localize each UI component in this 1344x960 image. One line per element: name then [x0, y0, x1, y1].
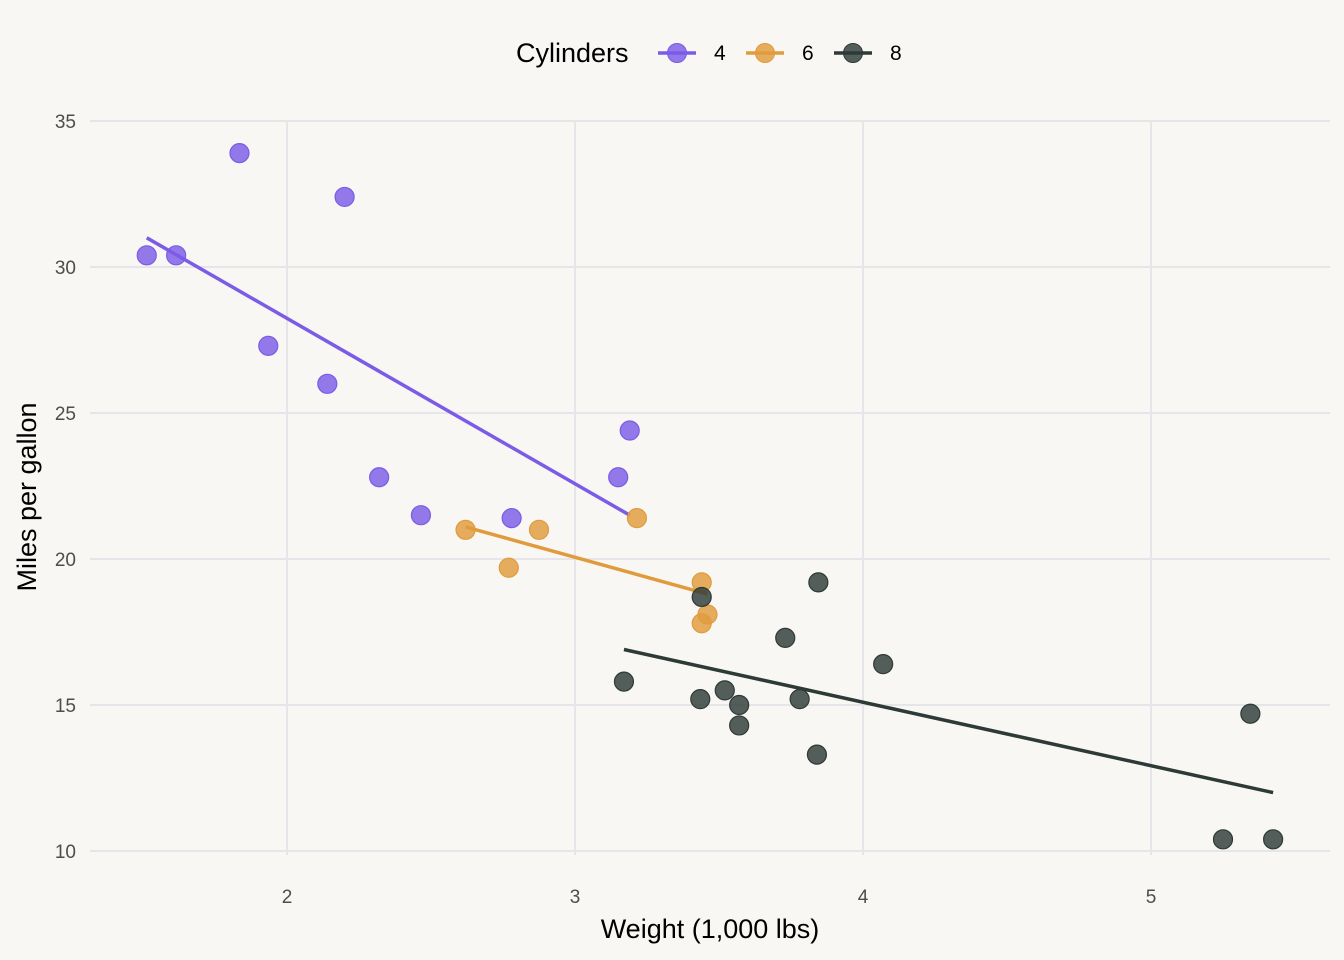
y-tick-label: 15	[55, 696, 76, 717]
data-point-cyl-4	[369, 467, 390, 488]
data-point-cyl-4	[608, 467, 629, 488]
data-point-cyl-4	[334, 186, 355, 208]
legend-title: Cylinders	[516, 38, 629, 68]
data-point-cyl-8	[729, 715, 750, 736]
data-point-cyl-6	[626, 508, 648, 529]
data-point-cyl-6	[528, 519, 550, 540]
data-point-cyl-8	[808, 572, 829, 593]
data-point-cyl-8	[714, 680, 735, 701]
data-point-cyl-6	[498, 557, 519, 578]
data-points	[136, 143, 1284, 850]
legend-item-4: 4	[658, 42, 726, 65]
y-tick-label: 10	[55, 842, 76, 863]
data-point-cyl-4	[317, 373, 338, 394]
y-tick-label: 25	[55, 404, 76, 425]
legend-label: 4	[714, 42, 726, 65]
y-tick-label: 35	[55, 112, 76, 133]
x-axis-ticks: 2 3 4 5	[282, 887, 1157, 908]
data-point-cyl-4	[229, 143, 250, 164]
fit-line-cyl-8	[623, 647, 1274, 795]
data-point-cyl-8	[1212, 829, 1234, 850]
data-point-cyl-4	[619, 420, 640, 441]
data-point-cyl-8	[789, 689, 810, 710]
data-point-cyl-8	[873, 654, 894, 675]
x-tick-label: 5	[1146, 887, 1157, 908]
x-tick-label: 3	[570, 887, 581, 908]
legend-marker	[843, 43, 863, 63]
data-point-cyl-8	[806, 744, 828, 765]
legend-label: 8	[890, 42, 902, 65]
y-tick-label: 30	[55, 258, 76, 279]
grid-lines	[90, 120, 1330, 855]
legend-marker	[755, 43, 775, 63]
data-point-cyl-8	[613, 671, 635, 692]
x-axis-label: Weight (1,000 lbs)	[601, 914, 820, 944]
legend-item-8: 8	[834, 42, 902, 65]
x-tick-label: 2	[282, 887, 293, 908]
y-tick-label: 20	[55, 550, 76, 571]
data-point-cyl-4	[136, 245, 157, 266]
fit-line-cyl-6	[465, 525, 708, 596]
fit-lines	[145, 236, 1274, 795]
fit-line-cyl-4	[145, 236, 631, 517]
data-point-cyl-4	[166, 245, 187, 266]
legend-marker	[667, 43, 687, 63]
data-point-cyl-8	[690, 689, 711, 710]
data-point-cyl-8	[729, 694, 750, 716]
data-point-cyl-4	[501, 508, 522, 529]
y-axis-label: Miles per gallon	[12, 402, 42, 591]
data-point-cyl-6	[691, 613, 712, 634]
data-point-cyl-8	[1263, 829, 1284, 850]
legend-label: 6	[802, 42, 814, 65]
data-point-cyl-8	[691, 586, 712, 608]
legend-item-6: 6	[746, 42, 814, 65]
data-point-cyl-6	[455, 519, 476, 540]
data-point-cyl-8	[775, 627, 796, 648]
data-point-cyl-4	[258, 335, 279, 356]
data-point-cyl-4	[410, 505, 432, 526]
y-axis-ticks: 10 15 20 25 30 35	[55, 112, 76, 863]
data-point-cyl-8	[1240, 703, 1261, 724]
x-tick-label: 4	[858, 887, 869, 908]
legend: Cylinders 4 6 8	[516, 38, 902, 68]
